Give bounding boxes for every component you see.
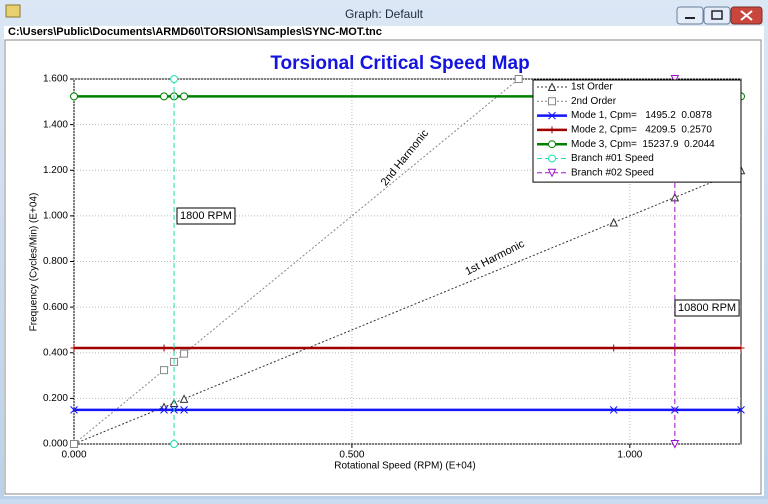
marker	[180, 406, 188, 414]
legend-marker	[548, 111, 556, 120]
legend-marker	[547, 168, 557, 178]
marker	[670, 75, 680, 84]
marker	[160, 366, 169, 375]
marker	[70, 92, 79, 101]
marker	[180, 349, 189, 358]
annotation: 1800 RPM	[180, 210, 232, 222]
legend-marker	[547, 82, 557, 91]
annotation-box	[176, 207, 236, 225]
marker	[670, 440, 680, 449]
marker	[70, 406, 78, 414]
legend-marker	[548, 97, 556, 106]
y-tick-label: 0.400	[43, 347, 68, 358]
legend-box	[532, 79, 742, 183]
x-tick-label: 1.000	[617, 450, 642, 461]
marker	[160, 344, 168, 352]
marker	[609, 406, 618, 414]
minimize-button[interactable]	[676, 6, 704, 25]
y-tick-label: 0.600	[43, 302, 68, 313]
app-icon	[5, 4, 21, 18]
marker	[514, 75, 523, 83]
y-tick-label: 0.000	[43, 439, 68, 450]
marker	[610, 344, 618, 352]
marker	[180, 92, 189, 101]
close-icon	[740, 10, 753, 21]
plot: 0.000 0.200 0.400 0.600 0.800 1.000 1.200 1.400…	[43, 74, 746, 461]
marker	[170, 440, 179, 448]
legend-label: Branch #01 Speed	[571, 153, 654, 164]
y-tick-label: 1.400	[43, 119, 68, 130]
legend-label: Mode 3, Cpm= 15237.9 0.2044	[571, 139, 715, 150]
annotation-box	[674, 299, 740, 317]
window-title: Graph: Default	[345, 7, 424, 21]
legend-label: 1st Order	[571, 82, 613, 93]
y-tick-label: 1.000	[43, 211, 68, 222]
y-tick-label: 0.200	[43, 393, 68, 404]
marker	[70, 344, 78, 352]
y-axis-label: Frequency (Cycles/Min) (E+04)	[29, 193, 40, 332]
legend-label: Mode 1, Cpm= 1495.2 0.0878	[571, 110, 712, 121]
maximize-button[interactable]	[703, 6, 731, 25]
legend-label: Branch #02 Speed	[571, 167, 654, 178]
maximize-icon	[711, 10, 723, 20]
annotation: 10800 RPM	[678, 302, 736, 314]
legend-marker	[548, 154, 557, 163]
file-path: C:\Users\Public\Documents\ARMD60\TORSION…	[8, 26, 382, 38]
legend-marker	[548, 140, 557, 149]
x-axis-label: Rotational Speed (RPM) (E+04)	[334, 461, 475, 472]
marker	[609, 217, 619, 227]
y-tick-label: 1.600	[43, 74, 68, 85]
x-tick-label: 0.500	[339, 450, 364, 461]
marker	[160, 406, 168, 414]
legend-label: 2nd Order	[571, 96, 617, 107]
y-tick-label: 0.800	[43, 256, 68, 267]
y-tick-label: 1.200	[43, 165, 68, 176]
legend-marker	[548, 126, 556, 134]
marker	[160, 92, 169, 101]
marker	[70, 440, 78, 448]
chart-title: Torsional Critical Speed Map	[270, 53, 529, 74]
marker	[737, 344, 745, 352]
x-tick-label: 0.000	[61, 450, 86, 461]
marker	[179, 394, 189, 403]
legend-label: Mode 2, Cpm= 4209.5 0.2570	[571, 125, 712, 136]
marker	[737, 406, 745, 414]
marker	[170, 75, 179, 83]
